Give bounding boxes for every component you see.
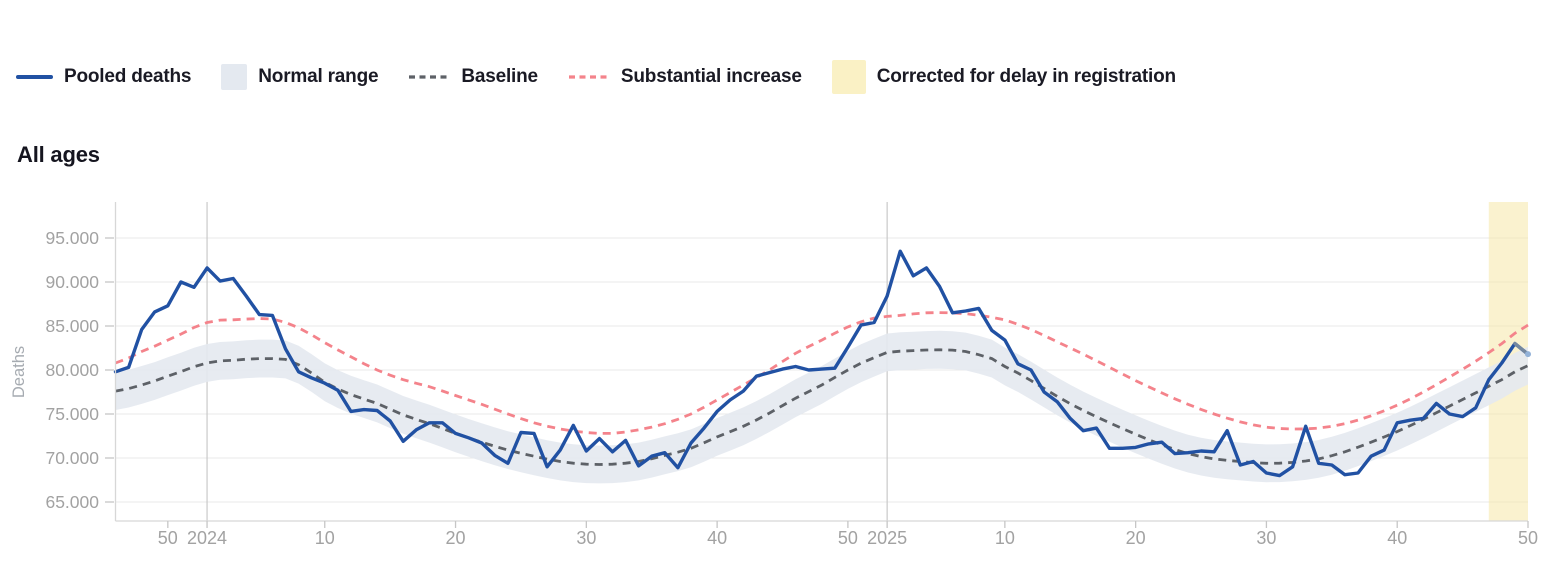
x-axis-tick-label: 50: [1518, 528, 1538, 548]
pooled-deaths-end-marker: [1525, 351, 1531, 358]
substantial-increase-swatch-icon: [568, 75, 609, 79]
baseline-swatch-icon: [409, 75, 450, 79]
y-axis-tick-label: 90.000: [45, 272, 99, 292]
page-title: All ages: [17, 142, 100, 167]
legend-item-pooled-deaths: Pooled deaths: [16, 66, 191, 88]
x-axis-tick-label: 10: [315, 528, 335, 548]
x-axis-tick-label: 50: [158, 528, 178, 548]
legend-label: Baseline: [461, 66, 538, 87]
pooled-deaths-line: [113, 249, 1530, 478]
legend-item-baseline: Baseline: [408, 66, 538, 88]
x-axis-tick-label: 20: [1126, 528, 1146, 548]
legend-item-substantial-increase: Substantial increase: [568, 66, 802, 88]
x-axis-year-label: 2025: [867, 528, 907, 548]
legend-label: Substantial increase: [620, 66, 802, 87]
x-axis-tick-label: 40: [1387, 528, 1407, 548]
legend-item-normal-range: Normal range: [221, 64, 379, 90]
x-axis-tick-label: 40: [707, 528, 727, 548]
chart-legend: Pooled deaths Normal range Baseline Substan…: [16, 60, 1176, 94]
y-axis-tick-label: 75.000: [45, 404, 99, 424]
x-axis-tick-label: 30: [576, 528, 596, 548]
legend-item-corrected: Corrected for delay in registration: [831, 60, 1176, 94]
normal-range-band: [115, 330, 1528, 484]
y-axis-tick-label: 65.000: [45, 492, 99, 512]
y-axis-tick-label: 70.000: [45, 448, 99, 468]
legend-label: Corrected for delay in registration: [876, 66, 1176, 87]
y-axis-tick-label: 85.000: [45, 316, 99, 336]
substantial-increase-line: [115, 311, 1529, 435]
corrected-swatch-icon: [831, 60, 866, 94]
x-axis-tick-label: 10: [995, 528, 1015, 548]
x-axis-year-label: 2024: [187, 528, 227, 548]
y-axis-tick-label: 80.000: [45, 360, 99, 380]
x-axis-tick-label: 50: [838, 528, 858, 548]
pooled-deaths-swatch-icon: [16, 75, 53, 79]
normal-range-swatch-icon: [221, 64, 248, 90]
x-axis-tick-label: 30: [1256, 528, 1276, 548]
y-axis-title: Deaths: [10, 346, 28, 398]
legend-label: Pooled deaths: [64, 66, 192, 87]
legend-label: Normal range: [258, 66, 379, 87]
y-axis-tick-label: 95.000: [45, 228, 99, 248]
x-axis-tick-label: 20: [446, 528, 466, 548]
